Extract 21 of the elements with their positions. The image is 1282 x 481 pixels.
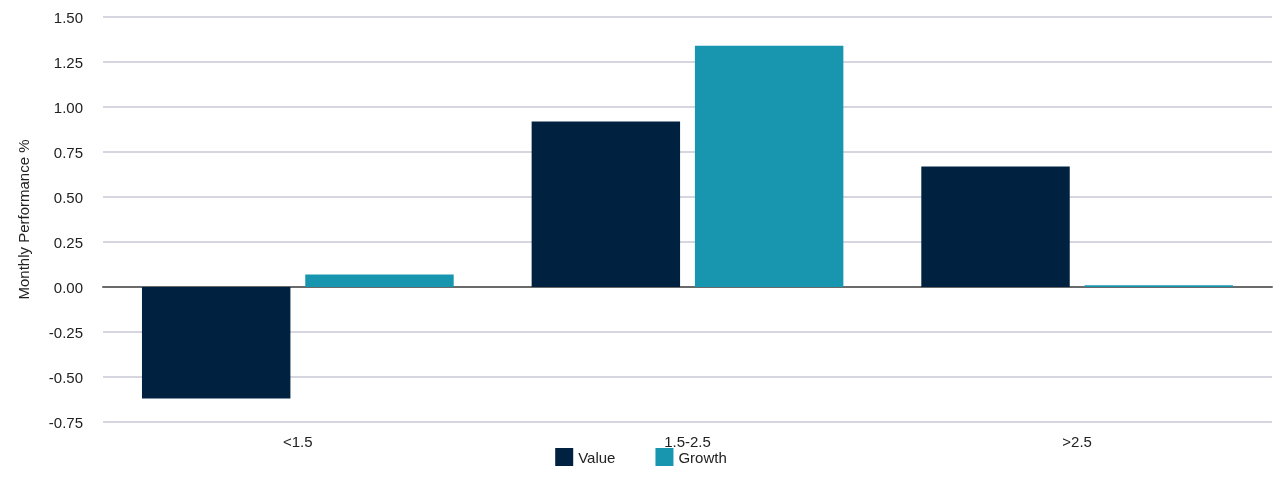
y-tick-label: 1.00 [53, 98, 83, 116]
y-tick-label: 1.50 [53, 8, 83, 26]
y-tick-label: -0.75 [48, 413, 83, 431]
bar [921, 166, 1070, 287]
y-tick-label: 0.00 [53, 278, 83, 296]
y-axis-title: Monthly Performance % [15, 139, 32, 300]
y-tick-label: -0.50 [48, 368, 83, 386]
x-tick-label: 1.5-2.5 [664, 433, 711, 450]
bar [141, 287, 291, 399]
bar [694, 45, 844, 287]
y-tick-label: 0.50 [53, 188, 83, 206]
y-tick-label: 0.25 [53, 233, 83, 251]
bar [305, 274, 454, 287]
x-tick-label: <1.5 [283, 433, 313, 450]
legend-label: Growth [678, 448, 727, 466]
x-tick-label: >2.5 [1062, 433, 1092, 450]
y-tick-label: 0.75 [53, 143, 83, 161]
bar [531, 121, 681, 287]
y-tick-label: -0.25 [48, 323, 83, 341]
y-tick-label: 1.25 [53, 53, 83, 71]
legend-label: Value [578, 448, 616, 466]
